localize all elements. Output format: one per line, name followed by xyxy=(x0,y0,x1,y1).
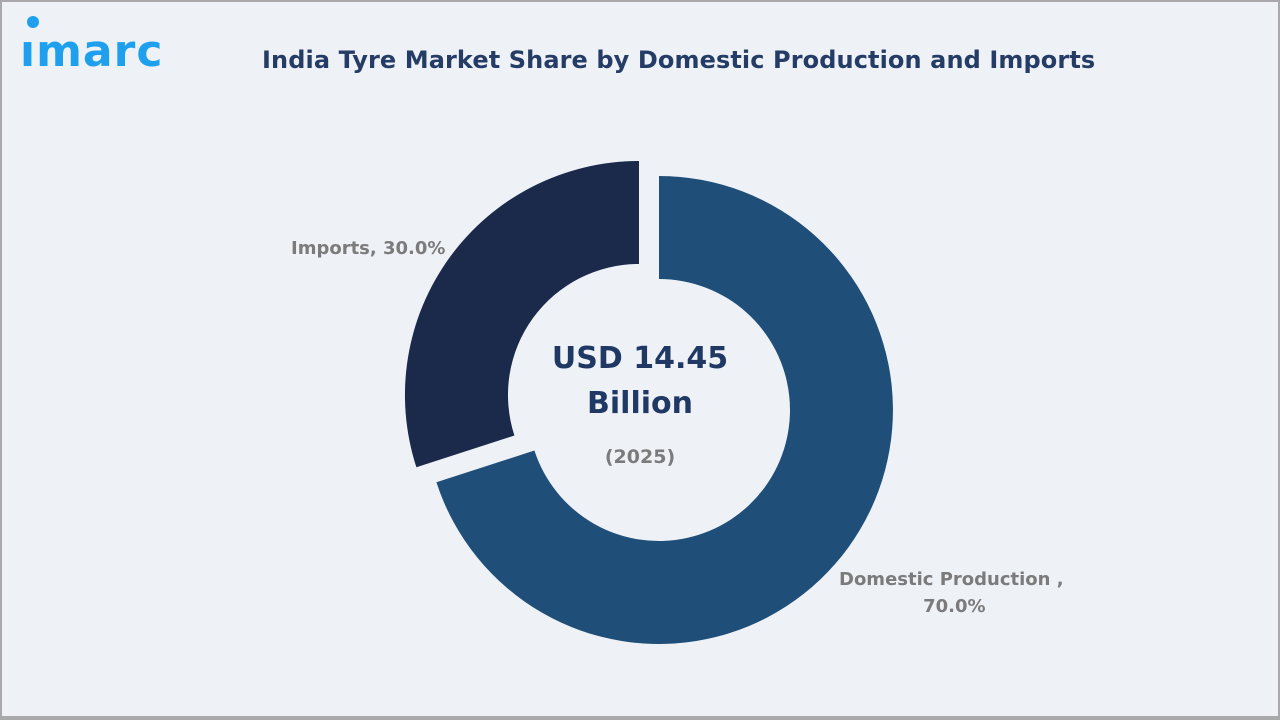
label-domestic-production: Domestic Production , 70.0% xyxy=(839,566,1064,620)
logo-dot-icon xyxy=(27,16,39,28)
center-total-unit: Billion xyxy=(587,386,693,421)
center-total-amount: USD 14.45 xyxy=(551,341,729,376)
imarc-logo: ımarc xyxy=(20,12,210,82)
label-domestic-name: Domestic Production , xyxy=(839,569,1064,590)
logo-text: ımarc xyxy=(20,26,164,77)
center-year: (2025) xyxy=(604,446,676,468)
slice-imports xyxy=(404,161,639,468)
center-total: USD 14.45 Billion xyxy=(520,336,760,426)
label-domestic-value: 70.0% xyxy=(923,596,986,617)
chart-title: India Tyre Market Share by Domestic Prod… xyxy=(262,46,1096,74)
label-imports: Imports, 30.0% xyxy=(291,238,446,259)
slice-domestic-production xyxy=(436,176,893,644)
